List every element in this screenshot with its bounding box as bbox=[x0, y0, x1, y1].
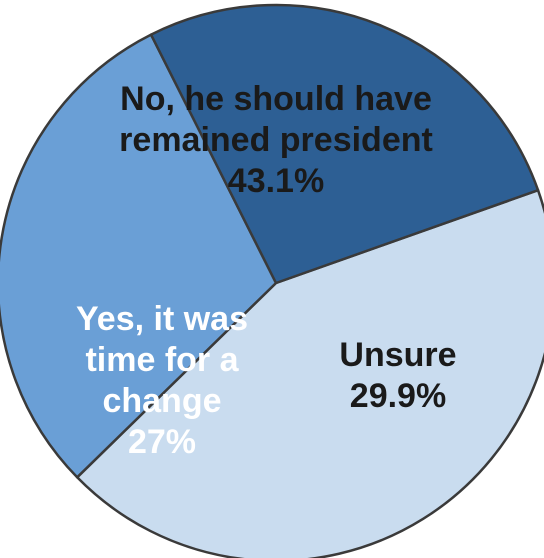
slice-time-for-change-text-line: time for a bbox=[85, 341, 239, 379]
slice-unsure bbox=[0, 33, 278, 479]
slice-remained-president-value-label: 43.1% bbox=[228, 162, 324, 200]
slice-time-for-change-text-line: change bbox=[102, 382, 221, 420]
slice-time-for-change-value-label: 27% bbox=[128, 423, 196, 461]
slice-time-for-change bbox=[149, 3, 540, 285]
slice-unsure-text-line: Unsure bbox=[339, 336, 456, 374]
slices-layer bbox=[0, 3, 544, 558]
slice-unsure-value-label: 29.9% bbox=[350, 377, 446, 415]
slice-remained-president-text-line: No, he should have bbox=[120, 80, 432, 118]
slice-time-for-change-text-line: Yes, it was bbox=[76, 300, 248, 338]
slice-remained-president-text-line: remained president bbox=[119, 121, 433, 159]
slice-remained-president bbox=[75, 188, 544, 558]
